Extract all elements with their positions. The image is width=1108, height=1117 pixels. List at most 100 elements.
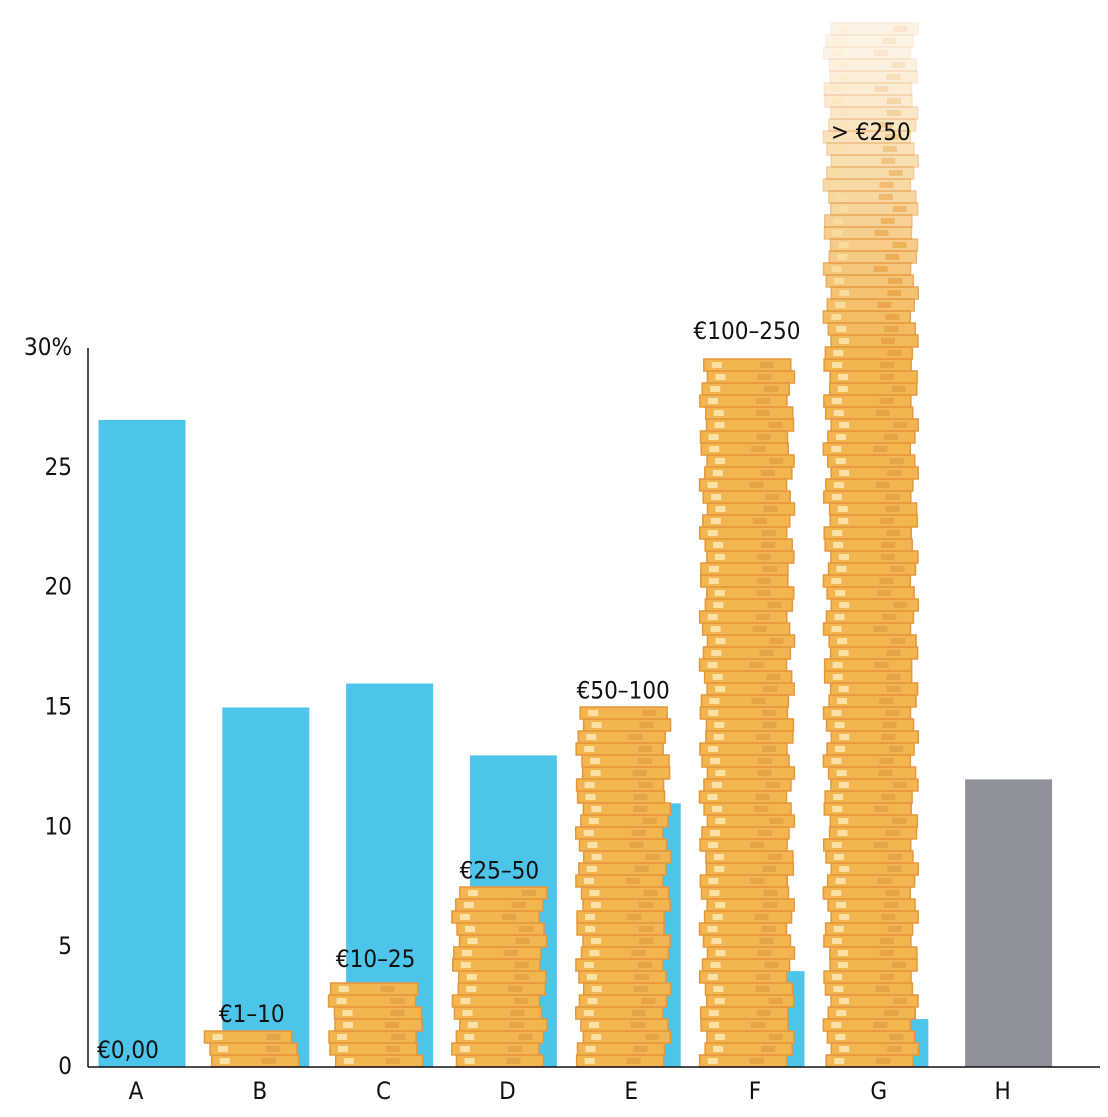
coin-shade [756, 578, 771, 584]
coin-shade [750, 1022, 765, 1028]
coin-shade [626, 1058, 641, 1064]
coin-shine [836, 326, 847, 332]
coin-shine [832, 662, 843, 668]
coin-shade [892, 206, 907, 212]
coin-shine [839, 422, 850, 428]
coin-shine [709, 698, 720, 704]
coin-shine [583, 830, 594, 836]
coin-shine [831, 758, 842, 764]
coin-shade [879, 398, 894, 404]
coin-shade [874, 806, 889, 812]
coin-shine [835, 878, 846, 884]
coin-shine [713, 1046, 724, 1052]
coin-shine [835, 434, 846, 440]
coin-shade [761, 1046, 776, 1052]
coin-shade [889, 1034, 904, 1040]
value-label: €1–10 [219, 1000, 285, 1028]
coin-shine [831, 50, 842, 56]
coin-shine [588, 710, 599, 716]
coin-shade [874, 662, 889, 668]
x-tick-label: C [376, 1077, 391, 1105]
coin-shine [708, 710, 719, 716]
coin-shade [892, 962, 907, 968]
coin-shade [631, 830, 646, 836]
coin-shade [755, 614, 770, 620]
coin-shine [465, 926, 476, 932]
coin-shade [764, 962, 779, 968]
coin-shine [587, 998, 598, 1004]
coin-shine [462, 1010, 473, 1016]
coin-shine [834, 278, 845, 284]
coin-shade [630, 1022, 645, 1028]
coin-shine [834, 722, 845, 728]
coin-shade [892, 242, 907, 248]
coin-shine [714, 422, 725, 428]
coin-shade [879, 950, 894, 956]
coin-shade [887, 854, 902, 860]
coin-shade [877, 878, 892, 884]
coin-shine [832, 806, 843, 812]
coin-shine [834, 38, 845, 44]
coin-shade [882, 614, 897, 620]
coin-shine [591, 938, 602, 944]
coin-shade [886, 650, 901, 656]
y-tick-label: 0 [58, 1052, 72, 1080]
coin-shine [459, 914, 470, 920]
coin-shade [756, 590, 771, 596]
coin-shine [831, 1022, 842, 1028]
coin-shine [336, 998, 347, 1004]
coin-shade [503, 950, 518, 956]
coin-shine [832, 230, 843, 236]
coin-shade [881, 542, 896, 548]
coin-shine [708, 578, 719, 584]
coin-shade [518, 1034, 533, 1040]
coin-shine [831, 314, 842, 320]
coin-shine [838, 74, 849, 80]
coin-shade [886, 530, 901, 536]
coin-shine [343, 1058, 354, 1064]
coin-shade [759, 362, 774, 368]
y-tick-label: 10 [45, 812, 72, 840]
coin-shade [884, 326, 899, 332]
coin-shine [715, 638, 726, 644]
coin-shade [767, 854, 782, 860]
x-tick-label: H [994, 1077, 1010, 1105]
coin-shade [637, 962, 652, 968]
coin-shine [838, 818, 849, 824]
coin-shade [757, 830, 772, 836]
coin-shade [633, 806, 648, 812]
coin-shine [588, 818, 599, 824]
coin-shade [879, 698, 894, 704]
coin-shine [838, 110, 849, 116]
coin-shine [838, 686, 849, 692]
coin-shine [715, 902, 726, 908]
coin [822, 46, 912, 60]
coin-shade [767, 602, 782, 608]
coin-shade [511, 902, 526, 908]
coin-shade [882, 722, 897, 728]
coin [828, 58, 918, 72]
coin-shine [831, 182, 842, 188]
coin-stack [451, 886, 548, 1068]
coin-shine [715, 506, 726, 512]
coin-shine [833, 350, 844, 356]
coin-shine [714, 722, 725, 728]
coin-shine [466, 974, 477, 980]
coin-shade [886, 110, 901, 116]
coin-shine [584, 782, 595, 788]
coin-shade [885, 830, 900, 836]
x-tick-label: E [624, 1077, 638, 1105]
coin-shine [839, 866, 850, 872]
coin-shade [880, 218, 895, 224]
coin-shade [510, 1010, 525, 1016]
coin-shine [834, 614, 845, 620]
coin-shine [589, 950, 600, 956]
coin-shine [831, 890, 842, 896]
coin-shine [460, 962, 471, 968]
coin-shine [466, 986, 477, 992]
bar [965, 779, 1053, 1067]
coin-shine [337, 1046, 348, 1052]
coin-shade [757, 770, 772, 776]
coin-shade [878, 770, 893, 776]
